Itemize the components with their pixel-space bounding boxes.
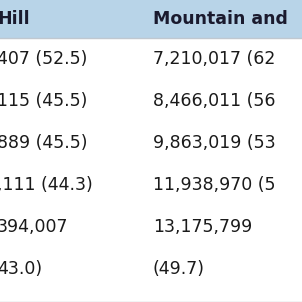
Text: 394,007: 394,007	[0, 218, 69, 236]
Text: 407 (52.5): 407 (52.5)	[0, 50, 87, 68]
Text: (49.7): (49.7)	[153, 260, 205, 278]
Bar	[0, 206, 302, 248]
Bar	[0, 164, 302, 206]
Text: 9,863,019 (53: 9,863,019 (53	[153, 134, 276, 152]
Text: 13,175,799: 13,175,799	[153, 218, 252, 236]
Text: Mountain and: Mountain and	[153, 10, 288, 28]
Bar	[0, 80, 302, 122]
Text: 115 (45.5): 115 (45.5)	[0, 92, 87, 110]
Text: ,111 (44.3): ,111 (44.3)	[0, 176, 93, 194]
Bar	[0, 38, 302, 80]
Bar	[0, 248, 302, 290]
Text: 7,210,017 (62: 7,210,017 (62	[153, 50, 275, 68]
Text: 889 (45.5): 889 (45.5)	[0, 134, 88, 152]
Text: 8,466,011 (56: 8,466,011 (56	[153, 92, 275, 110]
Text: 11,938,970 (5: 11,938,970 (5	[153, 176, 275, 194]
Bar	[0, 122, 302, 164]
Bar	[0, 0, 302, 38]
Text: Hill: Hill	[0, 10, 30, 28]
Text: 43.0): 43.0)	[0, 260, 42, 278]
